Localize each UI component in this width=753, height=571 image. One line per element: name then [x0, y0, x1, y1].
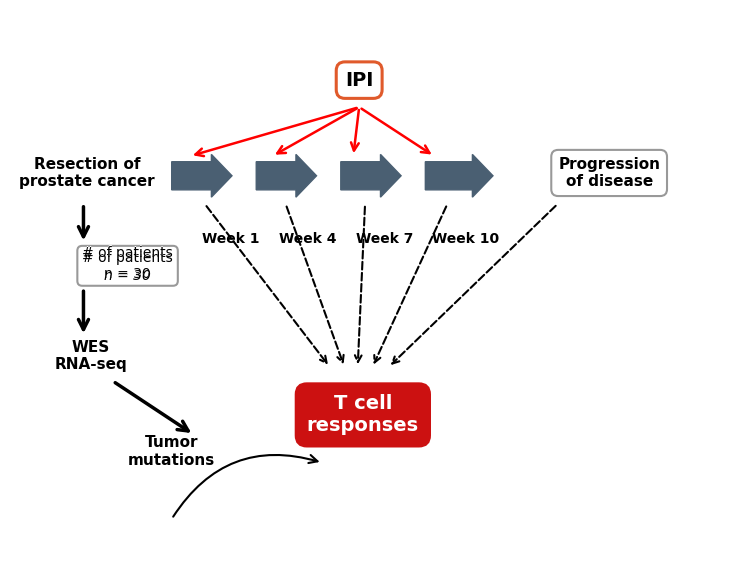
Text: Week 4: Week 4 — [279, 232, 337, 246]
Text: Resection of
prostate cancer: Resection of prostate cancer — [20, 157, 155, 189]
Text: IPI: IPI — [345, 71, 373, 90]
Text: n = 30: n = 30 — [104, 269, 151, 283]
Text: Week 7: Week 7 — [356, 232, 413, 246]
Text: Progression
of disease: Progression of disease — [558, 157, 660, 189]
FancyArrow shape — [341, 154, 401, 197]
Text: n = 30: n = 30 — [104, 270, 151, 284]
Text: # of patients: # of patients — [82, 245, 173, 259]
Text: Week 1: Week 1 — [202, 232, 259, 246]
Text: WES
RNA-seq: WES RNA-seq — [54, 340, 127, 372]
Text: Tumor
mutations: Tumor mutations — [128, 435, 215, 468]
Text: # of patients
n = 30: # of patients n = 30 — [82, 251, 173, 281]
Text: T cell
responses: T cell responses — [306, 395, 419, 436]
FancyArrow shape — [172, 154, 232, 197]
FancyArrow shape — [256, 154, 316, 197]
FancyArrow shape — [425, 154, 493, 197]
Text: Week 10: Week 10 — [432, 232, 499, 246]
Text: # of patients: # of patients — [82, 247, 173, 260]
